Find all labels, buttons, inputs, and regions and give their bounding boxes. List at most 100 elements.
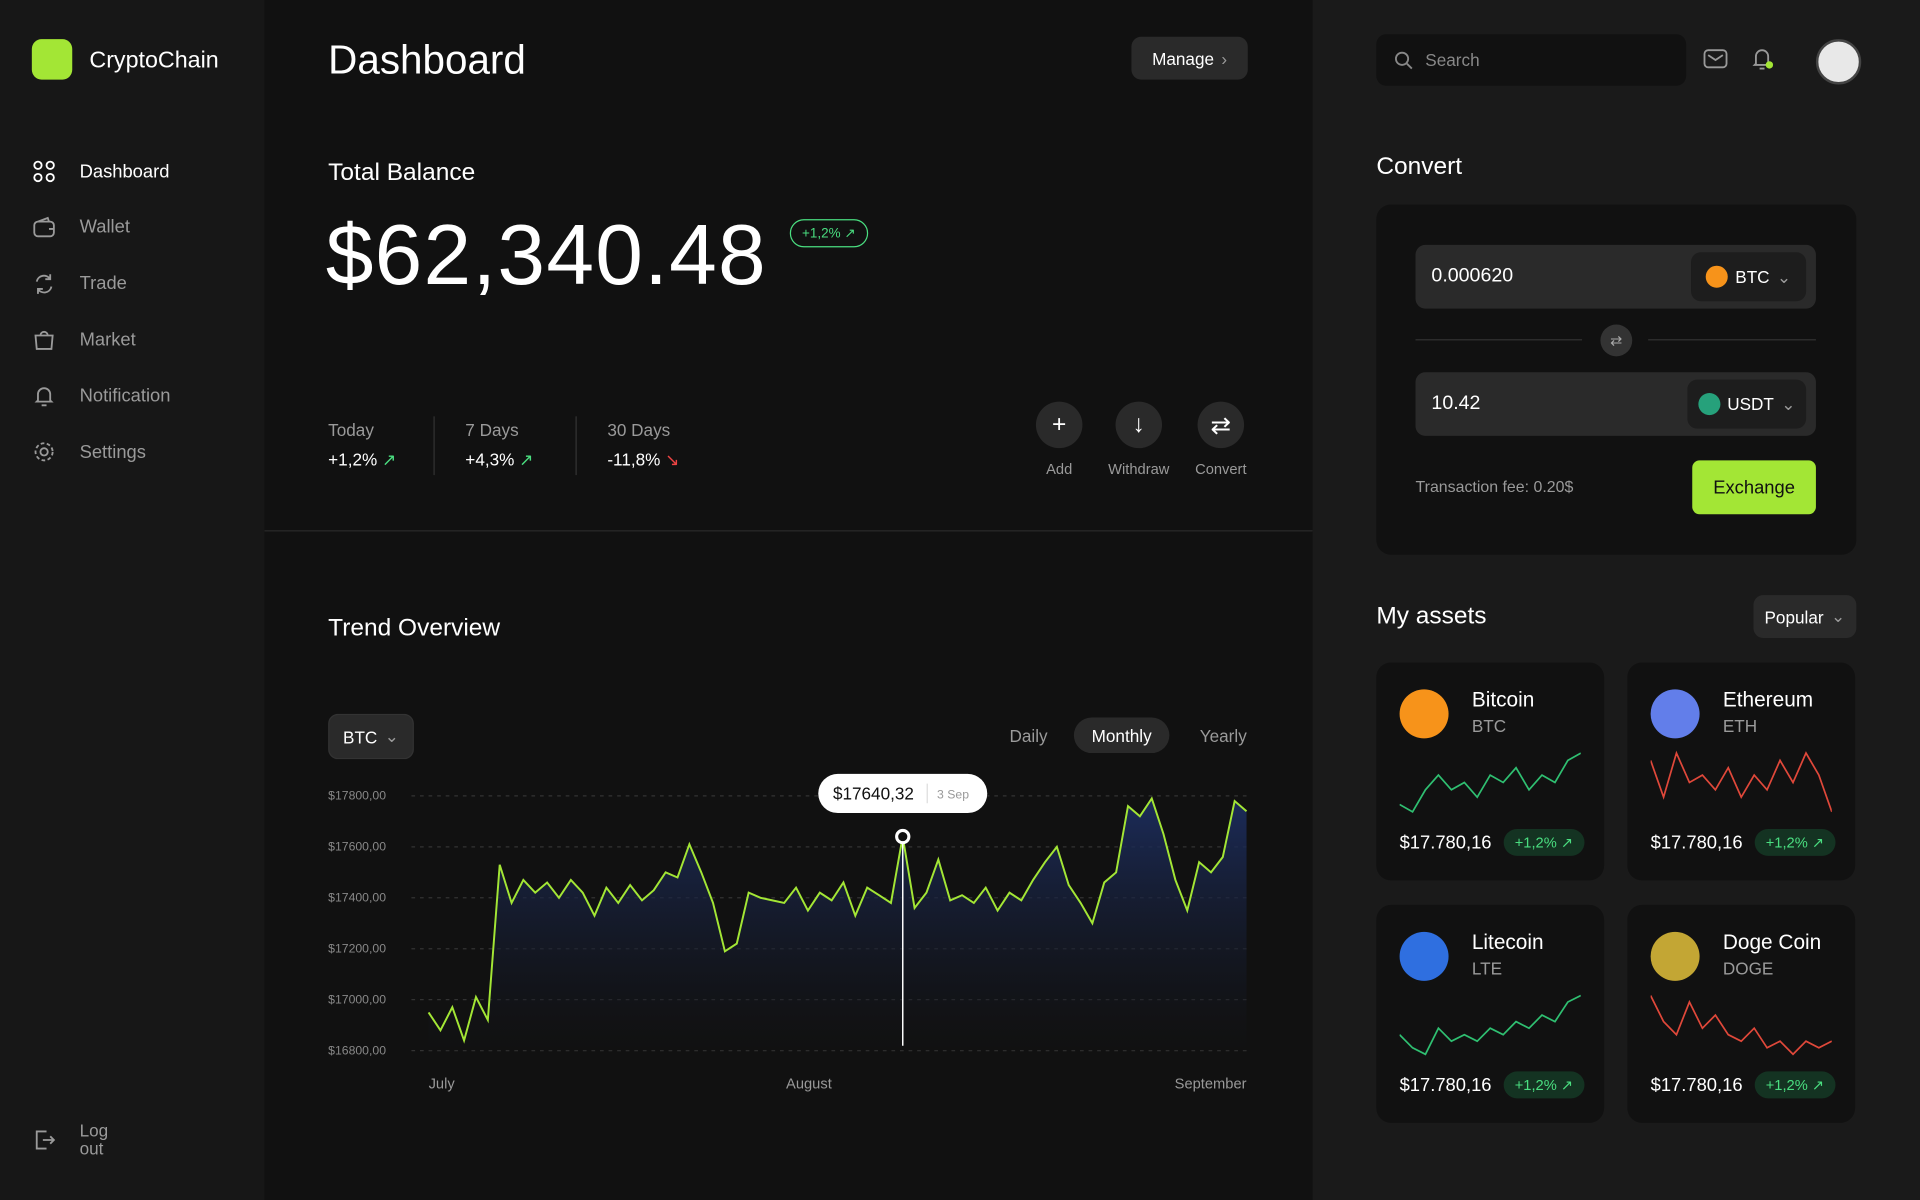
asset-symbol: BTC xyxy=(1471,716,1507,736)
asset-change-value: +1,2% xyxy=(1514,833,1557,852)
fee: Transaction fee: 0.20$ xyxy=(1415,477,1574,496)
action[interactable]: ⇄ Convert xyxy=(1184,401,1257,478)
area xyxy=(428,798,1247,1051)
filter-select[interactable]: Popular ⌄ xyxy=(1753,595,1857,638)
y-tick-label: $17800,00 xyxy=(328,789,386,803)
y-tick-label: $17200,00 xyxy=(328,941,386,955)
from-field[interactable]: 0.000620 BTC ⌄ xyxy=(1415,244,1816,309)
from-coin-label: BTC xyxy=(1735,266,1770,287)
nav-item[interactable]: Trade xyxy=(32,271,127,295)
period: 7 Days +4,3% ↗ xyxy=(465,420,534,469)
asset-card[interactable]: Ethereum ETH $17.780,16 +1,2% ↗ xyxy=(1627,662,1856,881)
range-tab[interactable]: Monthly xyxy=(1073,717,1170,754)
mail-icon[interactable] xyxy=(1702,47,1729,71)
trend-title: Trend Overview xyxy=(328,614,501,642)
range-tab[interactable]: Yearly xyxy=(1176,718,1272,754)
bell-icon[interactable] xyxy=(1750,45,1777,72)
avatar[interactable] xyxy=(1815,39,1862,85)
asset-change-value: +1,2% xyxy=(1765,833,1808,852)
asset-card[interactable]: Bitcoin BTC $17.780,16 +1,2% ↗ xyxy=(1376,662,1605,881)
to-coin[interactable]: USDT ⌄ xyxy=(1687,379,1807,429)
action[interactable]: ↓ Withdraw xyxy=(1102,401,1175,478)
coin-select[interactable]: BTC ⌄ xyxy=(328,713,414,760)
asset-price: $17.780,16 xyxy=(1399,832,1492,854)
nav-label: Settings xyxy=(79,441,146,463)
action-label: Add xyxy=(1046,460,1073,478)
search-placeholder: Search xyxy=(1425,50,1480,70)
tooltip-value: $17640,32 xyxy=(833,784,914,804)
convert-title: Convert xyxy=(1376,153,1463,180)
period-divider xyxy=(433,416,435,476)
nav-item[interactable]: Settings xyxy=(32,440,146,464)
period-divider xyxy=(575,416,577,476)
logout-label: Log out xyxy=(79,1120,109,1159)
to-field[interactable]: 10.42 USDT ⌄ xyxy=(1415,372,1816,436)
action-label: Withdraw xyxy=(1108,460,1170,478)
coin-icon xyxy=(1399,689,1449,739)
action-label: Convert xyxy=(1195,460,1247,478)
manage-button[interactable]: Manage › xyxy=(1131,36,1248,80)
exchange-button[interactable]: Exchange xyxy=(1692,460,1816,515)
sparkline-path xyxy=(1650,995,1832,1056)
range-label: Daily xyxy=(1009,725,1048,746)
page-title: Dashboard xyxy=(328,36,526,83)
sparkline-path xyxy=(1650,750,1832,813)
nav-item[interactable]: Dashboard xyxy=(32,159,170,183)
period: 30 Days -11,8% ↘ xyxy=(607,420,680,469)
convert-card: 0.000620 BTC ⌄ ⇄ 10.42 USDT ⌄ Transaction … xyxy=(1376,204,1857,555)
exchange-label: Exchange xyxy=(1713,476,1795,498)
period-change: +1,2% xyxy=(328,449,378,469)
period-label: 7 Days xyxy=(465,420,519,440)
x-tick-label: July xyxy=(429,1077,456,1093)
action[interactable]: + Add xyxy=(1022,401,1095,478)
asset-name: Ethereum xyxy=(1722,688,1814,712)
sparkline xyxy=(1650,750,1832,813)
swap-button[interactable]: ⇄ xyxy=(1600,324,1633,357)
asset-name: Litecoin xyxy=(1471,930,1544,954)
nav-label: Wallet xyxy=(79,217,130,238)
range-label: Yearly xyxy=(1199,725,1247,746)
asset-name: Bitcoin xyxy=(1471,688,1535,712)
range-tab[interactable]: Daily xyxy=(981,718,1077,754)
asset-change-value: +1,2% xyxy=(1514,1076,1557,1094)
coin-icon xyxy=(1399,931,1449,981)
nav-item[interactable]: Market xyxy=(32,327,136,351)
period-change: -11,8% xyxy=(607,449,661,469)
tooltip-point xyxy=(895,828,911,845)
period-label: Today xyxy=(328,420,374,440)
asset-change: +1,2% ↗ xyxy=(1754,828,1836,856)
filter-label: Popular xyxy=(1764,606,1824,627)
sparkline-path xyxy=(1399,752,1581,813)
coin-label: BTC xyxy=(343,726,378,747)
to-amount: 10.42 xyxy=(1431,393,1481,414)
balance-amount: $62,340.48 xyxy=(325,206,767,303)
search-box[interactable]: Search xyxy=(1376,34,1687,86)
logout[interactable]: Log out xyxy=(32,1120,116,1159)
divider xyxy=(264,530,1313,532)
y-tick-label: $17600,00 xyxy=(328,840,386,854)
from-coin[interactable]: BTC ⌄ xyxy=(1691,252,1807,302)
nav-label: Notification xyxy=(79,385,171,407)
period-label: 30 Days xyxy=(607,420,671,440)
sparkline xyxy=(1399,752,1581,813)
x-tick-label: September xyxy=(1175,1077,1247,1093)
sparkline xyxy=(1399,994,1581,1056)
period-change: +4,3% xyxy=(465,449,515,469)
asset-change: +1,2% ↗ xyxy=(1754,1071,1836,1099)
asset-price: $17.780,16 xyxy=(1650,1075,1743,1096)
trend-chart: $16800,00 $17000,00 $17200,00 $17400,00 $176… xyxy=(328,773,1248,1093)
asset-card[interactable]: Doge Coin DOGE $17.780,16 +1,2% ↗ xyxy=(1627,904,1856,1123)
to-coin-label: USDT xyxy=(1727,394,1774,414)
line xyxy=(427,796,1248,1044)
nav-item[interactable]: Wallet xyxy=(32,215,130,239)
main: Dashboard Manage › Total Balance $62,340.… xyxy=(264,0,1313,1200)
asset-card[interactable]: Litecoin LTE $17.780,16 +1,2% ↗ xyxy=(1376,904,1605,1123)
nav-label: Market xyxy=(79,329,136,351)
x-tick-label: August xyxy=(786,1077,832,1093)
asset-price: $17.780,16 xyxy=(1399,1075,1492,1096)
sidebar: CryptoChain Dashboard Wallet Trade Market No… xyxy=(0,0,265,1200)
nav-item[interactable]: Notification xyxy=(32,383,171,407)
sparkline-path xyxy=(1399,994,1581,1056)
